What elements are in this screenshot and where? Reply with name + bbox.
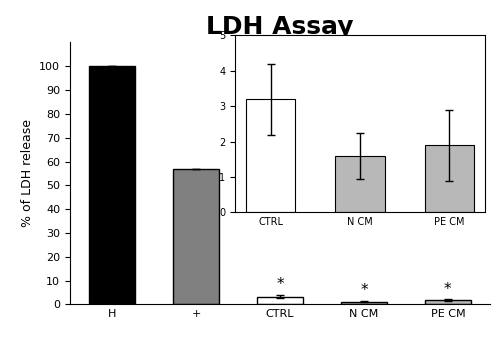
Text: *: *	[276, 277, 284, 292]
Bar	[257, 297, 303, 304]
Bar	[424, 145, 474, 212]
Bar	[246, 99, 296, 212]
Y-axis label: % of LDH release: % of LDH release	[20, 119, 34, 228]
Title: LDH Assay: LDH Assay	[206, 15, 354, 39]
Bar	[425, 300, 471, 304]
Bar	[336, 156, 384, 212]
Bar	[341, 302, 387, 304]
Text: *: *	[360, 283, 368, 298]
Text: *: *	[444, 282, 452, 297]
Bar	[89, 66, 135, 304]
Bar	[173, 169, 219, 304]
